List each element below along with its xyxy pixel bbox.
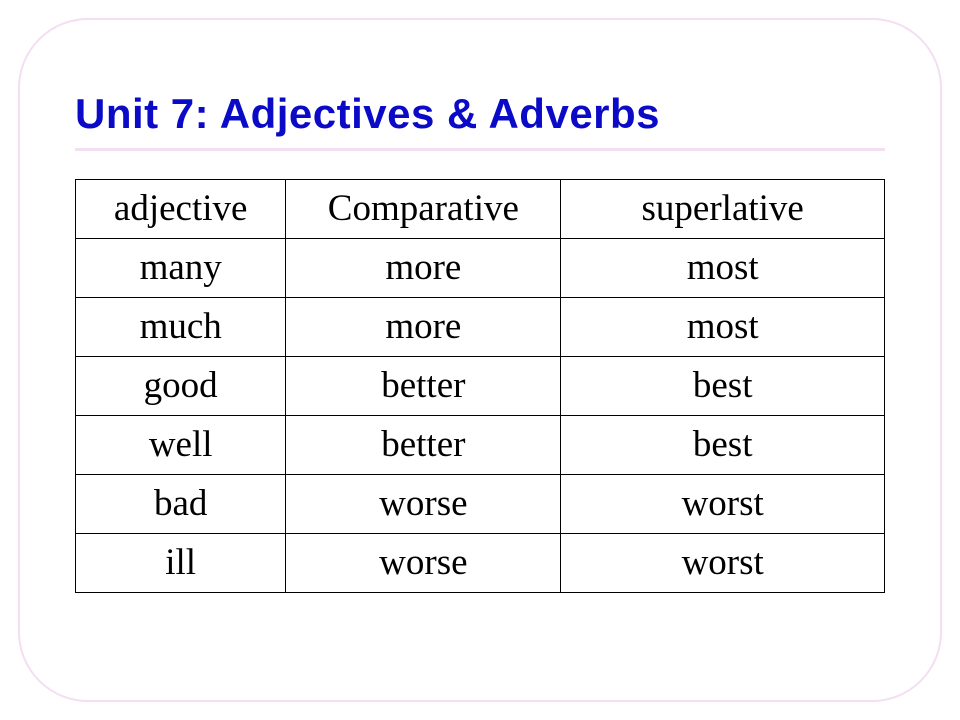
table-cell: most [561, 297, 885, 356]
comparison-table: adjective Comparative superlative many m… [75, 179, 885, 593]
table-cell: best [561, 415, 885, 474]
table-cell: superlative [561, 180, 885, 239]
table-row: ill worse worst [76, 533, 885, 592]
table-row: much more most [76, 297, 885, 356]
table-cell: many [76, 238, 286, 297]
table-row: bad worse worst [76, 474, 885, 533]
slide-title: Unit 7: Adjectives & Adverbs [75, 90, 885, 138]
table-cell: better [286, 356, 561, 415]
slide-content: Unit 7: Adjectives & Adverbs adjective C… [75, 90, 885, 593]
table-cell: well [76, 415, 286, 474]
table-cell: best [561, 356, 885, 415]
table-cell: Comparative [286, 180, 561, 239]
table-cell: worst [561, 474, 885, 533]
table-row: adjective Comparative superlative [76, 180, 885, 239]
table-cell: much [76, 297, 286, 356]
title-underline [75, 148, 885, 151]
table-cell: more [286, 238, 561, 297]
table-cell: more [286, 297, 561, 356]
table-cell: most [561, 238, 885, 297]
table-cell: worst [561, 533, 885, 592]
table-cell: worse [286, 533, 561, 592]
table-row: good better best [76, 356, 885, 415]
table-cell: adjective [76, 180, 286, 239]
table-row: well better best [76, 415, 885, 474]
table-cell: good [76, 356, 286, 415]
table-cell: better [286, 415, 561, 474]
table-row: many more most [76, 238, 885, 297]
table-cell: ill [76, 533, 286, 592]
table-cell: bad [76, 474, 286, 533]
table-cell: worse [286, 474, 561, 533]
